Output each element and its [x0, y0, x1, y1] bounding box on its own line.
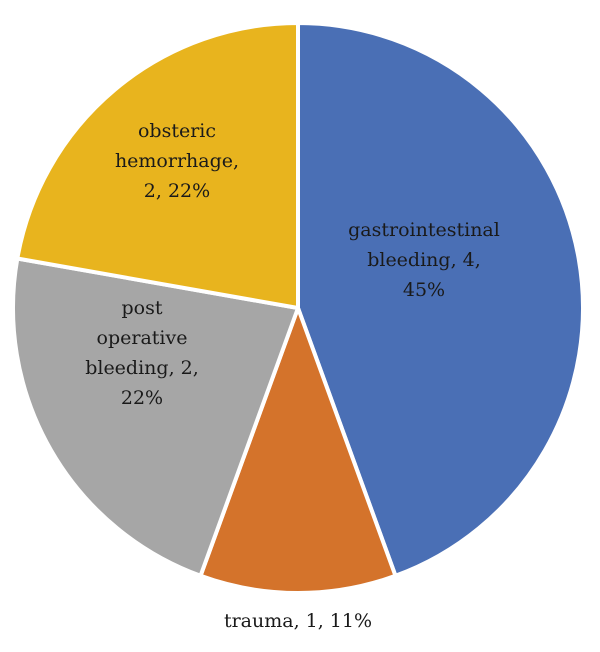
- slice-label-line: gastrointestinal: [348, 219, 500, 241]
- pie-slice-trauma: [198, 306, 398, 595]
- slices-layer: [11, 21, 585, 595]
- labels-layer: gastrointestinal bleeding, 4, 45% trauma, 1…: [85, 120, 500, 632]
- slice-label-line: post: [122, 297, 163, 319]
- slice-label-line: 22%: [121, 387, 163, 409]
- pie-slice-obsteric-hemorrhage: [15, 21, 300, 310]
- slice-label-line: bleeding, 2,: [85, 357, 199, 379]
- pie-slice-post-operative-bleeding: [11, 256, 300, 578]
- pie-slice-gastrointestinal-bleeding: [296, 21, 585, 578]
- slice-label-line: 45%: [403, 279, 445, 301]
- slice-label-trauma: trauma, 1, 11%: [224, 610, 372, 632]
- slice-label-line: bleeding, 4,: [367, 249, 481, 271]
- slice-label-line: trauma, 1, 11%: [224, 610, 372, 632]
- slice-label-gastrointestinal-bleeding: gastrointestinal bleeding, 4, 45%: [348, 219, 500, 301]
- slice-label-post-operative-bleeding: post operative bleeding, 2, 22%: [85, 297, 199, 409]
- slice-label-line: obsteric: [138, 120, 216, 142]
- slice-label-obsteric-hemorrhage: obsteric hemorrhage, 2, 22%: [115, 120, 239, 202]
- slice-label-line: 2, 22%: [144, 180, 210, 202]
- slice-label-line: hemorrhage,: [115, 150, 239, 172]
- slice-label-line: operative: [97, 327, 188, 349]
